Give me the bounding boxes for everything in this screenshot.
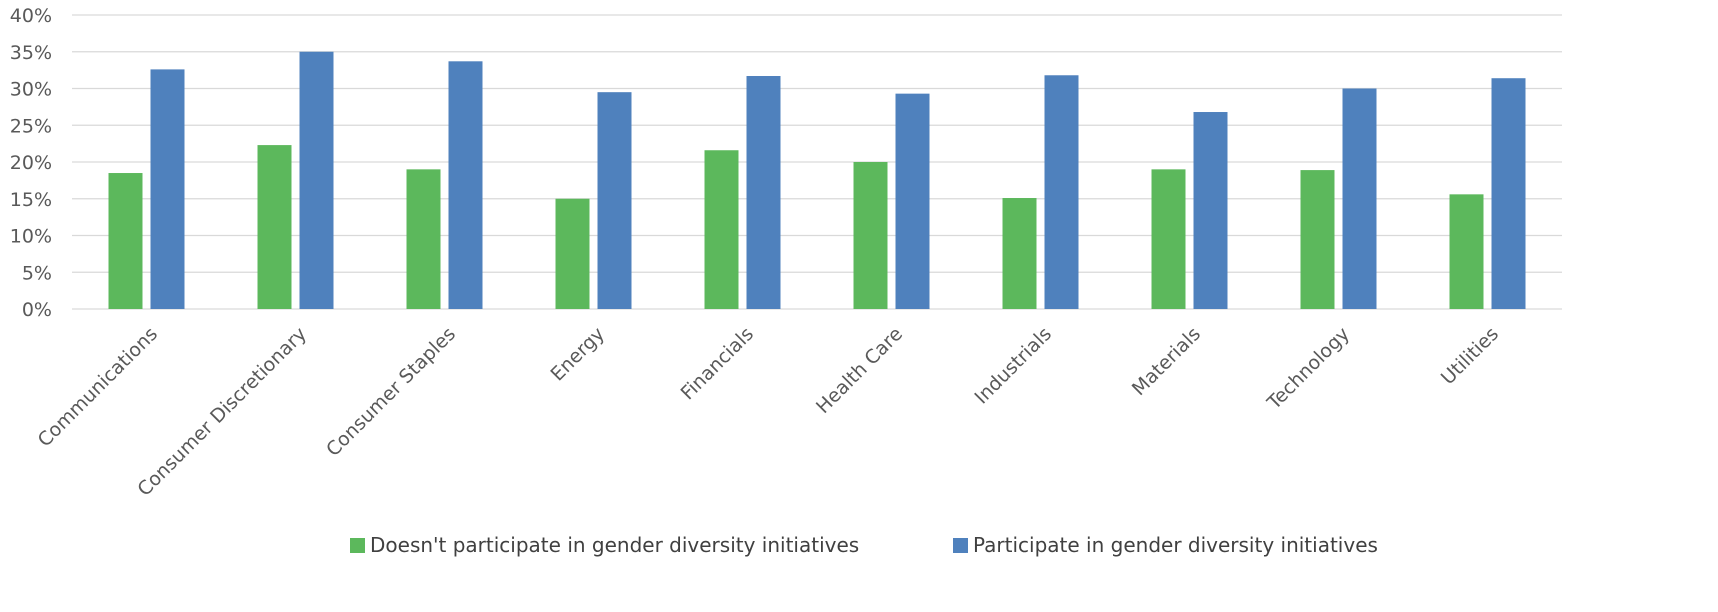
legend-label: Participate in gender diversity initiati… [973,533,1378,557]
bar-not-participating [406,169,441,309]
y-tick-label: 30% [10,79,52,101]
bar-participating [746,76,781,309]
y-tick-label: 15% [10,189,52,211]
bar-participating [1193,112,1228,310]
bar-participating [895,93,930,310]
bar-not-participating [1151,169,1186,309]
y-axis-tick-labels: 0% 5% 10% 15% 20% 25% 30% 35% 40% [10,5,52,321]
y-tick-label: 10% [10,226,52,248]
gridlines [72,14,1562,310]
bar-not-participating [853,162,888,309]
x-category-label: Materials [1128,323,1205,400]
y-tick-label: 20% [10,152,52,174]
bar-participating [1491,78,1526,310]
bar-not-participating [555,198,590,309]
bar-not-participating [108,173,143,309]
y-tick-label: 40% [10,5,52,27]
x-category-label: Utilities [1437,323,1503,389]
x-category-label: Communications [34,323,162,451]
x-category-label: Energy [546,323,609,386]
bar-participating [299,51,334,309]
y-tick-label: 25% [10,115,52,137]
bar-participating [448,61,483,310]
x-category-label: Technology [1263,323,1355,415]
bar-not-participating [1300,170,1335,309]
y-tick-label: 35% [10,42,52,64]
x-category-label: Financials [677,323,758,404]
bar-participating [1342,88,1377,309]
legend-swatch [953,538,968,553]
legend-swatch [350,538,365,553]
x-category-label: Consumer Staples [322,323,460,461]
bar-not-participating [704,150,739,309]
bars [108,51,1526,310]
bar-participating [150,69,185,309]
y-tick-label: 5% [22,262,52,284]
bar-participating [597,92,632,309]
x-category-label: Consumer Discretionary [133,323,311,501]
x-category-label: Health Care [812,323,907,418]
legend-label: Doesn't participate in gender diversity … [370,533,859,557]
bar-not-participating [1449,194,1484,309]
bar-not-participating [1002,198,1037,309]
bar-not-participating [257,145,292,309]
x-category-label: Industrials [970,323,1056,409]
y-tick-label: 0% [22,299,52,321]
bar-participating [1044,75,1079,310]
legend: Doesn't participate in gender diversity … [350,533,1378,557]
